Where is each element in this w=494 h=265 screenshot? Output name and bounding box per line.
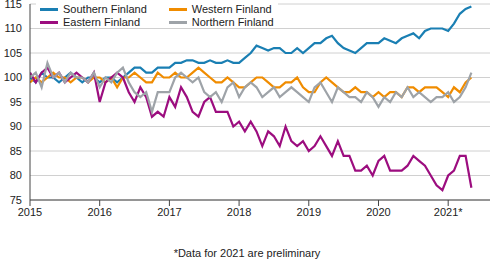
html-text:Western Finland: Western Finland xyxy=(191,3,272,15)
html-text:Southern Finland: Southern Finland xyxy=(63,3,147,15)
svg-text:2015: 2015 xyxy=(18,206,42,218)
svg-text:115: 115 xyxy=(8,0,22,10)
svg-text:2016: 2016 xyxy=(87,206,111,218)
svg-text:90: 90 xyxy=(10,120,22,132)
svg-text:2020: 2020 xyxy=(366,206,390,218)
svg-text:2018: 2018 xyxy=(227,206,251,218)
svg-text:2017: 2017 xyxy=(157,206,181,218)
svg-text:2021*: 2021* xyxy=(434,206,463,218)
svg-text:85: 85 xyxy=(10,145,22,157)
svg-text:110: 110 xyxy=(8,22,22,34)
html-text:Northern Finland: Northern Finland xyxy=(191,16,274,28)
svg-text:2019: 2019 xyxy=(297,206,321,218)
svg-text:95: 95 xyxy=(10,96,22,108)
html-text:*Data for 2021 are preliminary: *Data for 2021 are preliminary xyxy=(173,247,321,259)
svg-text:105: 105 xyxy=(8,47,22,59)
svg-text:80: 80 xyxy=(10,169,22,181)
html-text:Eastern Finland: Eastern Finland xyxy=(63,16,140,28)
svg-text:100: 100 xyxy=(8,71,22,83)
svg-text:75: 75 xyxy=(10,194,22,206)
